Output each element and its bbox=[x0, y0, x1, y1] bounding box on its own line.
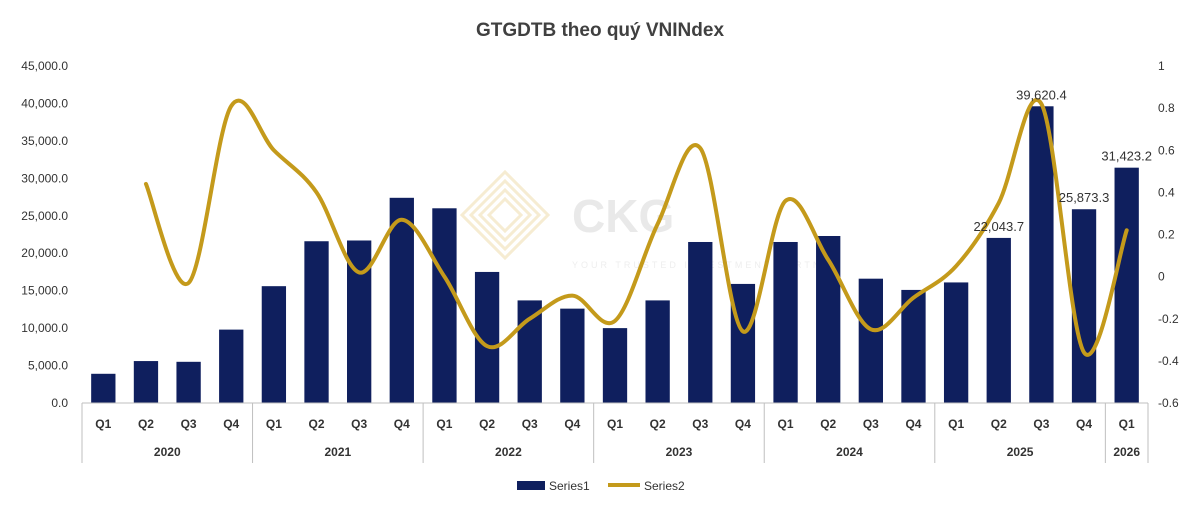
series1-bar bbox=[1071, 209, 1097, 403]
series1-bar bbox=[943, 282, 969, 403]
series1-bar bbox=[176, 361, 201, 403]
quarter-label: Q4 bbox=[564, 417, 580, 431]
quarter-label: Q4 bbox=[394, 417, 410, 431]
quarter-label: Q3 bbox=[351, 417, 367, 431]
right-tick-label: -0.4 bbox=[1158, 354, 1179, 368]
left-tick-label: 25,000.0 bbox=[21, 209, 68, 223]
quarter-label: Q3 bbox=[1033, 417, 1049, 431]
series1-bars bbox=[91, 106, 1139, 403]
quarter-label: Q3 bbox=[522, 417, 538, 431]
series1-bar bbox=[858, 278, 883, 403]
quarter-label: Q2 bbox=[138, 417, 154, 431]
year-label: 2020 bbox=[154, 445, 181, 459]
bar-data-label: 25,873.3 bbox=[1059, 190, 1110, 205]
quarter-label: Q1 bbox=[607, 417, 623, 431]
series1-bar bbox=[730, 283, 756, 403]
year-label: 2022 bbox=[495, 445, 522, 459]
right-tick-label: 0.4 bbox=[1158, 185, 1175, 199]
watermark-diamond bbox=[486, 196, 524, 234]
legend-series1-label: Series1 bbox=[549, 479, 590, 493]
series1-bar bbox=[986, 237, 1011, 403]
right-tick-label: 1 bbox=[1158, 59, 1165, 73]
left-tick-label: 10,000.0 bbox=[21, 321, 68, 335]
series2-line bbox=[143, 98, 1129, 357]
series1-bar bbox=[645, 300, 670, 403]
left-y-axis: 0.0 5,000.0 10,000.0 15,000.0 20,000.0 25,000… bbox=[21, 59, 68, 410]
right-tick-label: -0.6 bbox=[1158, 396, 1179, 410]
right-tick-label: 0.6 bbox=[1158, 143, 1175, 157]
series1-bar bbox=[432, 208, 457, 403]
chart-legend: Series1 Series2 bbox=[517, 479, 685, 493]
series1-bar bbox=[389, 197, 414, 403]
watermark-brand: CKG bbox=[572, 190, 674, 242]
quarter-label: Q3 bbox=[692, 417, 708, 431]
series1-bar bbox=[560, 308, 585, 403]
chart-title: GTGDTB theo quý VNINdex bbox=[476, 20, 725, 41]
watermark-diamond bbox=[459, 169, 551, 261]
year-label: 2021 bbox=[324, 445, 351, 459]
quarter-label: Q4 bbox=[905, 417, 921, 431]
year-label: 2023 bbox=[666, 445, 693, 459]
quarter-label: Q2 bbox=[650, 417, 666, 431]
quarter-label: Q2 bbox=[820, 417, 836, 431]
year-label: 2024 bbox=[836, 445, 863, 459]
quarter-label: Q1 bbox=[266, 417, 282, 431]
quarter-label: Q2 bbox=[309, 417, 325, 431]
series1-bar bbox=[773, 241, 798, 403]
series1-bar bbox=[688, 241, 713, 403]
quarter-label: Q3 bbox=[863, 417, 879, 431]
left-tick-label: 0.0 bbox=[51, 396, 68, 410]
category-axis: Q1 Q2 Q3 Q4 Q1 Q2 Q3 Q4 Q1 Q2 Q3 Q4 Q1 Q2 Q3 Q4 Q1 Q2 Q3 Q4… bbox=[81, 402, 1149, 463]
bar-data-label: 22,043.7 bbox=[973, 219, 1024, 234]
year-label: 2026 bbox=[1113, 445, 1140, 459]
year-label: 2025 bbox=[1007, 445, 1034, 459]
left-tick-label: 20,000.0 bbox=[21, 246, 68, 260]
bar-data-labels: 22,043.7 39,620.4 25,873.3 31,423.2 bbox=[973, 87, 1152, 234]
right-tick-label: -0.2 bbox=[1158, 312, 1179, 326]
right-y-axis: -0.6 -0.4 -0.2 0 0.2 0.4 0.6 0.8 1 bbox=[1158, 59, 1179, 410]
quarter-label: Q2 bbox=[991, 417, 1007, 431]
right-tick-label: 0.8 bbox=[1158, 101, 1175, 115]
right-tick-label: 0 bbox=[1158, 270, 1165, 284]
quarter-label: Q4 bbox=[223, 417, 239, 431]
right-tick-label: 0.2 bbox=[1158, 228, 1175, 242]
quarter-label: Q1 bbox=[948, 417, 964, 431]
bar-data-label: 39,620.4 bbox=[1016, 87, 1067, 102]
quarter-label: Q1 bbox=[778, 417, 794, 431]
legend-series1-swatch bbox=[517, 481, 545, 490]
legend-series2-label: Series2 bbox=[644, 479, 685, 493]
bar-data-label: 31,423.2 bbox=[1101, 149, 1152, 164]
series1-bar bbox=[816, 235, 841, 403]
series1-bar bbox=[304, 241, 329, 403]
left-tick-label: 5,000.0 bbox=[28, 359, 68, 373]
quarter-label: Q1 bbox=[436, 417, 452, 431]
left-tick-label: 40,000.0 bbox=[21, 96, 68, 110]
series1-bar bbox=[1029, 106, 1054, 403]
left-tick-label: 35,000.0 bbox=[21, 134, 68, 148]
series2-line-path bbox=[143, 98, 1129, 357]
series1-bar bbox=[219, 329, 244, 403]
watermark-diamond bbox=[477, 187, 533, 243]
quarter-label: Q3 bbox=[181, 417, 197, 431]
series1-bar bbox=[517, 300, 542, 403]
series1-bar bbox=[901, 289, 926, 403]
quarter-label: Q2 bbox=[479, 417, 495, 431]
left-tick-label: 45,000.0 bbox=[21, 59, 68, 73]
quarter-label: Q1 bbox=[1119, 417, 1135, 431]
quarter-label: Q4 bbox=[1076, 417, 1092, 431]
series1-bar bbox=[91, 373, 116, 403]
series1-bar bbox=[602, 328, 628, 403]
series1-bar bbox=[1114, 167, 1139, 403]
quarter-label: Q1 bbox=[95, 417, 111, 431]
series1-bar bbox=[133, 361, 159, 403]
series1-bar bbox=[261, 286, 287, 403]
quarter-label: Q4 bbox=[735, 417, 751, 431]
left-tick-label: 15,000.0 bbox=[21, 284, 68, 298]
left-tick-label: 30,000.0 bbox=[21, 171, 68, 185]
watermark-diamond bbox=[468, 178, 542, 252]
